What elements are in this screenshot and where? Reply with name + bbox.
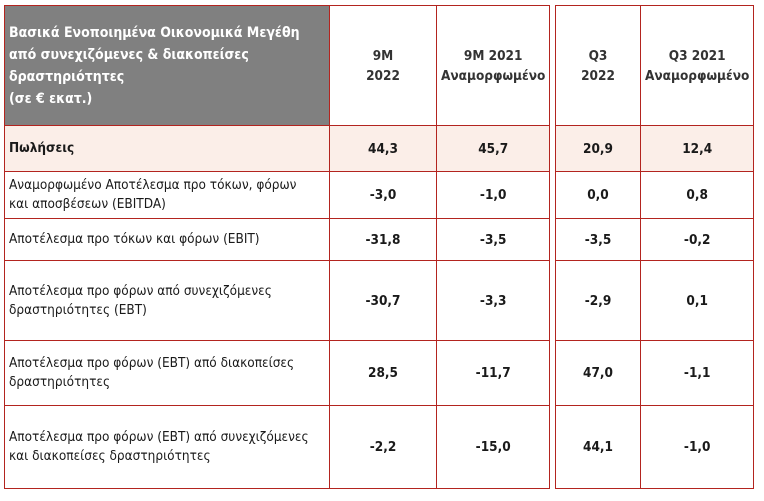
title-line: (σε € εκατ.)	[9, 90, 93, 107]
cell-value: 47,0	[555, 340, 641, 406]
column-header-9m-2022: 9M 2022	[329, 5, 437, 126]
cell-value: -31,8	[329, 218, 437, 261]
row-label-line: δραστηριότητες (EBT)	[9, 301, 147, 318]
table-row: 20,9 12,4	[555, 125, 755, 172]
table-row: Αποτέλεσμα προ φόρων (EBT) από διακοπείσ…	[4, 340, 551, 406]
row-label: Πωλήσεις	[4, 125, 330, 172]
column-header-q3-2022: Q3 2022	[555, 5, 641, 126]
column-header-line: 9M	[372, 47, 394, 64]
cell-value: -2,9	[555, 260, 641, 341]
cell-value: 0,0	[555, 171, 641, 219]
cell-value: -0,2	[639, 218, 755, 261]
column-header-line: Αναμορφωμένο	[645, 67, 750, 84]
row-label-line: Αναμορφωμένο Αποτέλεσμα προ τόκων, φόρων	[9, 177, 297, 193]
header-row: Βασικά Ενοποιημένα Οικονομικά Μεγέθη από…	[4, 5, 551, 126]
row-label: Αποτέλεσμα προ φόρων από συνεχιζόμενες δρ…	[4, 260, 330, 341]
table-row: Αποτέλεσμα προ τόκων και φόρων (EBIT) -3…	[4, 218, 551, 261]
table-row: Αποτέλεσμα προ φόρων από συνεχιζόμενες δρ…	[4, 260, 551, 341]
column-header-line: Αναμορφωμένο	[441, 67, 546, 84]
cell-value: -30,7	[329, 260, 437, 341]
title-line: Βασικά Ενοποιημένα Οικονομικά Μεγέθη	[9, 24, 300, 41]
column-header-q3-2021: Q3 2021 Αναμορφωμένο	[639, 5, 755, 126]
table-title: Βασικά Ενοποιημένα Οικονομικά Μεγέθη από…	[4, 5, 330, 126]
column-header-line: 2022	[366, 67, 400, 84]
table-row: -2,9 0,1	[555, 260, 755, 341]
table-row: 47,0 -1,1	[555, 340, 755, 406]
table-row: 44,1 -1,0	[555, 405, 755, 489]
cell-value: -3,3	[435, 260, 551, 341]
table-row: Πωλήσεις 44,3 45,7	[4, 125, 551, 172]
financials-table-q3: Q3 2022 Q3 2021 Αναμορφωμένο 20,9 12,4 0…	[555, 5, 755, 489]
column-header-line: Q3 2021	[668, 47, 726, 64]
header-row: Q3 2022 Q3 2021 Αναμορφωμένο	[555, 5, 755, 126]
cell-value: -1,0	[639, 405, 755, 489]
title-line: από συνεχιζόμενες & διακοπείσες	[9, 46, 249, 63]
row-label-line: Αποτέλεσμα προ φόρων (EBT) από συνεχιζόμ…	[9, 429, 309, 445]
column-header-line: 2022	[581, 67, 615, 84]
title-line: δραστηριότητες	[9, 68, 125, 85]
row-label-line: Αποτέλεσμα προ φόρων (EBT) από διακοπείσ…	[9, 355, 295, 371]
column-header-line: Q3	[588, 47, 608, 64]
cell-value: 0,1	[639, 260, 755, 341]
cell-value: -2,2	[329, 405, 437, 489]
cell-value: 0,8	[639, 171, 755, 219]
row-label-line: Αποτέλεσμα προ τόκων και φόρων (EBIT)	[9, 231, 260, 247]
row-label-line: δραστηριότητες	[9, 374, 111, 390]
cell-value: 12,4	[639, 125, 755, 172]
cell-value: -1,1	[639, 340, 755, 406]
row-label-line: Πωλήσεις	[9, 140, 75, 156]
cell-value: -3,5	[555, 218, 641, 261]
cell-value: 44,3	[329, 125, 437, 172]
cell-value: -3,5	[435, 218, 551, 261]
row-label: Αναμορφωμένο Αποτέλεσμα προ τόκων, φόρων…	[4, 171, 330, 219]
cell-value: 44,1	[555, 405, 641, 489]
cell-value: 28,5	[329, 340, 437, 406]
cell-value: -11,7	[435, 340, 551, 406]
column-header-9m-2021: 9M 2021 Αναμορφωμένο	[435, 5, 551, 126]
table-row: Αποτέλεσμα προ φόρων (EBT) από συνεχιζόμ…	[4, 405, 551, 489]
row-label: Αποτέλεσμα προ φόρων (EBT) από συνεχιζόμ…	[4, 405, 330, 489]
cell-value: 20,9	[555, 125, 641, 172]
row-label-line: και διακοπείσες δραστηριότητες	[9, 448, 211, 464]
financials-table-9m: Βασικά Ενοποιημένα Οικονομικά Μεγέθη από…	[4, 5, 551, 489]
row-label-line: Αποτέλεσμα προ φόρων από συνεχιζόμενες	[9, 282, 272, 299]
row-label-line: και αποσβέσεων (EBITDA)	[9, 196, 166, 212]
row-label: Αποτέλεσμα προ τόκων και φόρων (EBIT)	[4, 218, 330, 261]
table-row: -3,5 -0,2	[555, 218, 755, 261]
column-header-line: 9M 2021	[463, 47, 523, 64]
table-row: Αναμορφωμένο Αποτέλεσμα προ τόκων, φόρων…	[4, 171, 551, 219]
cell-value: 45,7	[435, 125, 551, 172]
row-label: Αποτέλεσμα προ φόρων (EBT) από διακοπείσ…	[4, 340, 330, 406]
cell-value: -1,0	[435, 171, 551, 219]
cell-value: -3,0	[329, 171, 437, 219]
cell-value: -15,0	[435, 405, 551, 489]
table-row: 0,0 0,8	[555, 171, 755, 219]
